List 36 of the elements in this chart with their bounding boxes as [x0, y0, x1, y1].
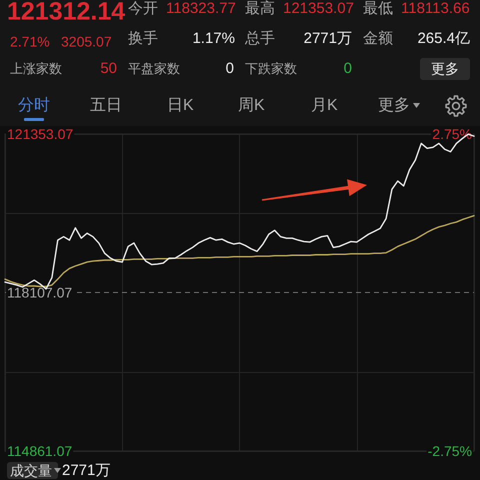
y2-tick-label: 2.75% [432, 126, 472, 142]
text: 3205.07 [61, 33, 112, 50]
text: 2.71% [10, 33, 50, 50]
text: 更多 [378, 97, 410, 115]
text: 今开 [128, 0, 158, 18]
text: 0 [344, 60, 352, 78]
y-tick-label: 114861.07 [7, 443, 72, 459]
text: 总手 [245, 30, 275, 48]
text: 118323.77 [166, 0, 236, 18]
text: 月K [311, 97, 338, 115]
y-tick-label: 121353.07 [7, 126, 74, 142]
text: 2771万 [62, 461, 110, 479]
text: 最高 [245, 0, 275, 18]
text: 121353.07 [283, 0, 354, 18]
text: 周K [238, 97, 265, 115]
y-tick-label: 118107.07 [7, 284, 72, 300]
text: 分时 [18, 97, 50, 115]
text: 265.4亿 [417, 30, 470, 48]
text: 平盘家数 [128, 60, 180, 76]
text: 118113.66 [401, 0, 470, 18]
text: 2771万 [304, 30, 352, 48]
text: 121312.14 [7, 0, 126, 26]
text: 成交量 [10, 462, 52, 478]
text: 更多 [431, 60, 459, 77]
y2-tick-label: -2.75% [428, 443, 472, 459]
text: 换手 [128, 30, 158, 48]
text: 50 [100, 60, 117, 78]
text: 1.17% [192, 30, 235, 48]
text: 0 [226, 60, 234, 78]
text: 上涨家数 [10, 60, 62, 76]
text: 金额 [363, 30, 393, 48]
text: 下跌家数 [245, 60, 297, 76]
text: 日K [167, 97, 194, 115]
line-series [4, 214, 475, 288]
text: 五日 [90, 97, 122, 115]
text: 最低 [363, 0, 393, 18]
